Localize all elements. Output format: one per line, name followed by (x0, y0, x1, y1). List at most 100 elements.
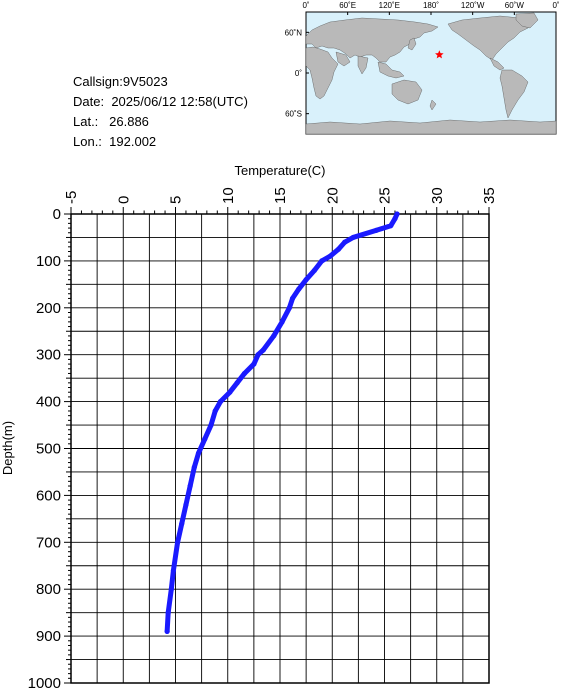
map-lon-label: 0˚ (552, 1, 559, 10)
x-tick-label: 25 (377, 187, 394, 204)
x-tick-label: 15 (272, 187, 289, 204)
data-point (165, 610, 171, 616)
data-point (350, 234, 356, 241)
station-info: Callsign:9V5023 Date: 2025/06/12 12:58(U… (73, 72, 248, 152)
x-tick-label: 30 (429, 187, 446, 204)
data-point (179, 520, 185, 527)
land-africa (305, 46, 339, 100)
callsign-row: Callsign:9V5023 (73, 72, 248, 92)
x-tick-label: 20 (324, 187, 341, 204)
data-point (392, 216, 398, 222)
y-tick-label: 400 (36, 394, 61, 411)
y-tick-label: 800 (36, 581, 61, 598)
data-point (394, 211, 400, 217)
data-point (373, 227, 379, 234)
map-lon-label: 60˚W (505, 1, 525, 10)
y-tick-label: 1000 (28, 675, 61, 690)
axis-ticks (64, 207, 490, 684)
data-point (168, 586, 174, 592)
data-point (255, 352, 261, 358)
data-point (234, 380, 240, 386)
chart-grid (70, 213, 490, 684)
location-map: 0˚ 60˚E 120˚E 180˚ 120˚W 60˚W 0˚ 60˚N 0˚ 60˚S (285, 1, 560, 135)
map-lon-label: 120˚E (379, 1, 400, 10)
date-row: Date: 2025/06/12 12:58(UTC) (73, 92, 248, 112)
data-point (303, 277, 309, 283)
data-point (174, 539, 181, 545)
map-labels: 0˚ 60˚E 120˚E 180˚ 120˚W 60˚W 0˚ 60˚N 0˚ 60˚S (285, 1, 560, 119)
data-point (260, 347, 266, 353)
land-central-america (489, 57, 505, 71)
data-point (195, 450, 202, 456)
map-lon-label: 60˚E (339, 1, 356, 10)
data-point (187, 483, 193, 489)
data-point (388, 223, 394, 229)
data-point (251, 361, 257, 367)
data-point (164, 628, 170, 635)
land-seasia (377, 61, 405, 79)
data-point (271, 333, 277, 339)
data-point (327, 253, 333, 259)
data-point (311, 267, 318, 273)
x-tick-label: 0 (115, 196, 132, 204)
map-marker-layer (435, 50, 444, 59)
date-label: Date: (73, 94, 105, 109)
data-point (335, 246, 342, 252)
map-lon-label: 120˚W (461, 1, 485, 10)
map-land (305, 12, 557, 135)
y-axis-title: Depth(m) (0, 421, 15, 475)
map-lat-label: 60˚N (285, 28, 303, 37)
temperature-profile-chart: -5 0 5 10 15 20 25 30 35 01002003004005006007008… (0, 163, 498, 690)
land-north-america (447, 15, 533, 61)
data-point (217, 399, 224, 405)
lat-row: Lat.: 26.886 (73, 112, 248, 132)
land-india (357, 55, 369, 75)
land-eurasia (305, 17, 439, 63)
y-tick-label: 100 (36, 253, 61, 270)
x-tick-labels: -5 0 5 10 15 20 25 30 35 (63, 187, 498, 204)
y-tick-label: 600 (36, 487, 61, 504)
data-point (170, 567, 177, 574)
data-point (208, 422, 214, 428)
data-point (212, 408, 218, 414)
land-south-america (499, 69, 529, 119)
data-point (227, 389, 233, 395)
x-tick-label: 10 (220, 187, 237, 204)
land-greenland (515, 12, 539, 29)
data-point (183, 502, 189, 508)
y-tick-labels: 0 100 200 300 400 500 600 700 800 900 1000 (28, 206, 61, 690)
location-marker (435, 50, 444, 59)
x-axis-title: Temperature(C) (234, 163, 325, 178)
land-new-zealand (429, 99, 437, 111)
callsign-label: Callsign: (73, 74, 123, 89)
map-lon-label: 180˚ (423, 1, 439, 10)
series-layer (164, 211, 400, 635)
map-lat-label: 0˚ (295, 69, 302, 78)
data-point (342, 239, 348, 245)
data-point (289, 295, 296, 302)
x-tick-label: 35 (481, 187, 498, 204)
x-tick-label: 5 (168, 196, 185, 204)
land-australia (391, 79, 423, 105)
callsign-value: 9V5023 (122, 74, 168, 89)
y-tick-label: 0 (53, 206, 61, 223)
data-point (241, 370, 248, 377)
lon-value: 192.002 (109, 134, 157, 149)
data-point (286, 305, 292, 311)
map-ticks (305, 12, 557, 115)
x-tick-label: -5 (63, 191, 80, 204)
map-lat-label: 60˚S (285, 110, 302, 119)
data-point (191, 464, 197, 470)
data-point (202, 436, 208, 442)
lat-label: Lat.: (73, 114, 99, 129)
lat-value: 26.886 (109, 114, 149, 129)
land-antarctica (305, 119, 557, 135)
data-point (319, 258, 325, 264)
y-tick-label: 300 (36, 347, 61, 364)
data-point (296, 286, 302, 292)
date-value: 2025/06/12 12:58(UTC) (111, 94, 248, 109)
y-tick-label: 700 (36, 534, 61, 551)
y-tick-label: 200 (36, 300, 61, 317)
lon-row: Lon.: 192.002 (73, 132, 248, 152)
